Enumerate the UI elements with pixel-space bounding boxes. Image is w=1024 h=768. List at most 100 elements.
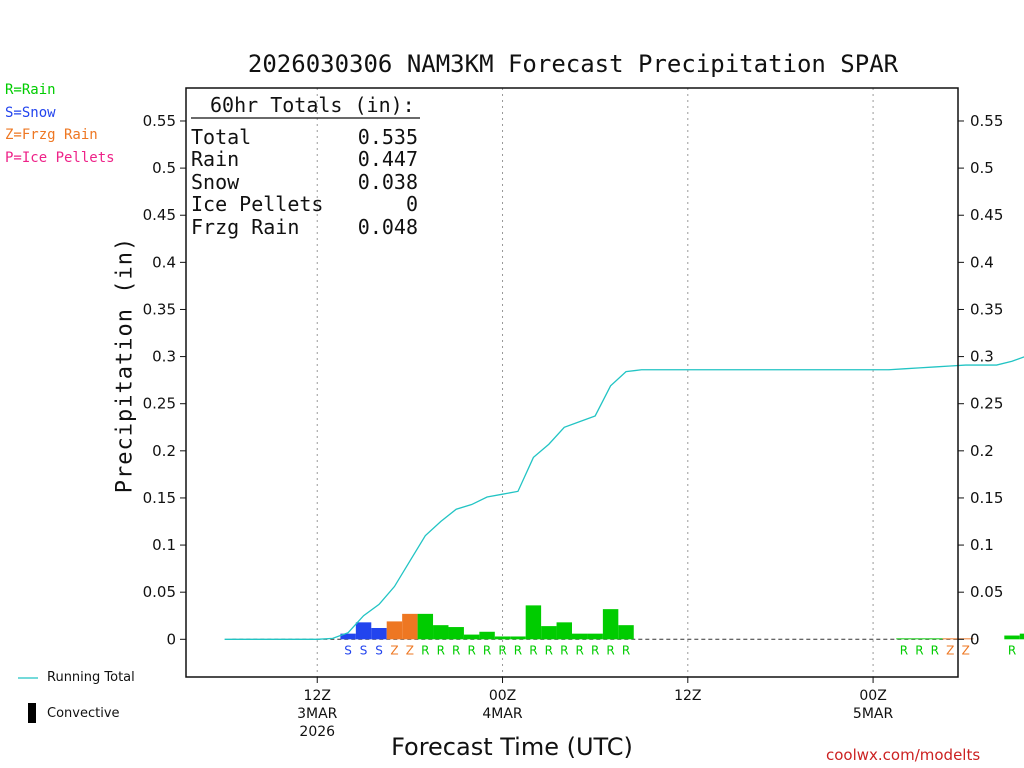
precip-type-label: S — [375, 643, 383, 657]
x-tick-label: 12Z — [674, 688, 701, 704]
x-tick-label: 00Z — [859, 688, 886, 704]
y-tick-label-right: 0.4 — [970, 253, 994, 271]
precip-bar — [541, 626, 557, 640]
y-tick-label-right: 0.5 — [970, 159, 994, 177]
y-tick-label-left: 0.3 — [152, 348, 176, 366]
totals-value-snow: 0.038 — [358, 170, 418, 194]
y-tick-label-right: 0 — [970, 630, 980, 648]
precip-type-label: S — [360, 643, 368, 657]
precip-type-label: S — [344, 643, 352, 657]
totals-value-ice-pellets: 0 — [406, 192, 418, 216]
precip-bar — [510, 636, 526, 640]
legend-rain: R=Rain — [5, 82, 56, 98]
precip-type-label: R — [591, 643, 599, 657]
precip-bar — [386, 621, 403, 640]
precip-bar — [402, 613, 418, 640]
y-tick-label-right: 0.45 — [970, 206, 1003, 224]
precip-bar — [958, 638, 974, 640]
y-tick-label-right: 0.25 — [970, 395, 1003, 413]
precip-type-label: R — [514, 643, 522, 657]
x-tick-label: 00Z — [489, 688, 516, 704]
chart-title: 2026030306 NAM3KM Forecast Precipitation… — [247, 50, 899, 78]
precip-type-label: R — [467, 643, 475, 657]
running-total-line — [224, 356, 1024, 640]
precip-bar — [911, 638, 928, 640]
precip-bar — [556, 622, 572, 640]
totals-box: 60hr Totals (in): Total 0.535 Rain 0.447… — [191, 93, 420, 239]
precip-type-label: Z — [946, 643, 954, 657]
precip-bar — [371, 627, 387, 640]
y-tick-label-left: 0 — [166, 630, 176, 648]
y-tick-label-right: 0.15 — [970, 489, 1003, 507]
precip-type-label: R — [545, 643, 553, 657]
precip-bar — [433, 625, 449, 640]
precip-type-label: R — [931, 643, 939, 657]
precip-bar — [417, 613, 434, 640]
precip-bar — [587, 633, 603, 640]
x-tick-label: 5MAR — [853, 706, 894, 722]
precip-bar — [572, 633, 588, 640]
precip-bar — [448, 627, 464, 640]
precip-bar — [525, 605, 542, 640]
precip-type-label: R — [452, 643, 460, 657]
totals-label-snow: Snow — [191, 170, 240, 194]
x-axis-label: Forecast Time (UTC) — [391, 733, 633, 761]
legend-freezing-rain: Z=Frzg Rain — [5, 127, 98, 143]
y-tick-label-right: 0.2 — [970, 442, 994, 460]
totals-label-freezing-rain: Frzg Rain — [191, 215, 299, 239]
precip-type-label: R — [560, 643, 568, 657]
precip-type-label: R — [622, 643, 630, 657]
x-tick-label: 12Z — [304, 688, 331, 704]
legend-running-total-label: Running Total — [47, 670, 135, 685]
precip-type-label: R — [576, 643, 584, 657]
totals-value-total: 0.535 — [358, 125, 418, 149]
y-tick-label-right: 0.3 — [970, 348, 994, 366]
precip-bar — [618, 625, 634, 640]
precip-bar — [602, 609, 619, 640]
totals-label-rain: Rain — [191, 147, 239, 171]
y-tick-label-left: 0.4 — [152, 253, 176, 271]
precip-bar — [463, 634, 480, 640]
totals-header: 60hr Totals (in): — [210, 93, 415, 117]
x-tick-label: 3MAR — [297, 706, 338, 722]
y-tick-label-right: 0.55 — [970, 112, 1003, 130]
precip-bar — [479, 631, 495, 640]
y-tick-label-left: 0.1 — [152, 536, 176, 554]
precip-type-label: R — [1008, 643, 1016, 657]
legend-ice-pellets: P=Ice Pellets — [5, 150, 115, 166]
precip-bar — [340, 633, 356, 640]
precip-type-label: R — [529, 643, 537, 657]
precip-bar — [1004, 635, 1020, 640]
legend-convective-label: Convective — [47, 706, 120, 721]
precip-bar — [355, 622, 372, 640]
precip-type-label: R — [606, 643, 614, 657]
precip-bar — [927, 638, 943, 640]
credit-text: coolwx.com/modelts — [826, 746, 981, 764]
precip-bar — [896, 638, 912, 640]
y-tick-label-right: 0.1 — [970, 536, 994, 554]
totals-label-total: Total — [191, 125, 251, 149]
totals-value-freezing-rain: 0.048 — [358, 215, 418, 239]
precip-type-label: R — [437, 643, 445, 657]
y-tick-label-left: 0.15 — [143, 489, 176, 507]
precip-type-label: R — [421, 643, 429, 657]
precip-bar — [942, 638, 958, 640]
totals-label-ice-pellets: Ice Pellets — [191, 192, 323, 216]
y-tick-label-left: 0.35 — [143, 300, 176, 318]
y-tick-label-left: 0.45 — [143, 206, 176, 224]
precip-type-label: R — [900, 643, 908, 657]
legend-snow: S=Snow — [5, 105, 56, 121]
y-tick-label-right: 0.35 — [970, 300, 1003, 318]
precip-bar — [1019, 633, 1024, 640]
x-tick-label: 2026 — [299, 724, 335, 740]
plot-frame — [185, 87, 959, 678]
y-tick-label-right: 0.05 — [970, 583, 1003, 601]
totals-value-rain: 0.447 — [358, 147, 418, 171]
precip-type-label: Z — [390, 643, 398, 657]
precip-type-label: Z — [406, 643, 414, 657]
y-tick-label-left: 0.55 — [143, 112, 176, 130]
x-tick-label: 4MAR — [482, 706, 523, 722]
precip-type-label: R — [483, 643, 491, 657]
precip-bar — [494, 636, 511, 640]
